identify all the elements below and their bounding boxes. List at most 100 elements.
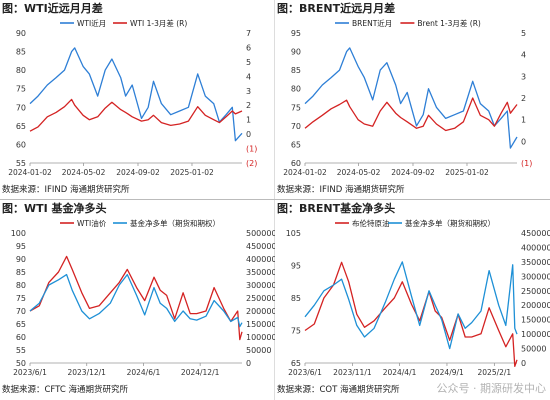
y-right-tick-label: 350000 <box>521 258 550 267</box>
chart-wti-spread: 55 60 65 70 75 80 85 90 (2) (1) 0 1 2 3 4 5 6 7 2024-01-02… <box>8 18 257 177</box>
y-left-tick-label: 80 <box>16 281 26 290</box>
series-line-1 <box>304 97 518 132</box>
y-right-tick-label: 50000 <box>521 345 546 354</box>
x-tick-label: 2024-01-02 <box>8 168 52 177</box>
chart-brent-fund: 65 75 85 95 105 0 50000 100000 150000 200000 25000… <box>286 218 550 377</box>
y-left-tick-label: 75 <box>16 294 26 303</box>
y-right-tick-label: 2 <box>521 94 526 103</box>
x-tick-label: 2024-05-02 <box>62 168 106 177</box>
y-right-tick-label: 150000 <box>246 320 275 329</box>
y-left-tick-label: 75 <box>291 103 301 112</box>
y-left-tick-label: 75 <box>291 327 301 336</box>
series-line-0 <box>29 255 243 341</box>
legend-label-1: Brent 1-3月差 (R) <box>417 18 481 28</box>
y-right-tick-label: (1) <box>246 145 257 154</box>
y-left-tick-label: 80 <box>16 66 26 75</box>
y-right-tick-label: 100000 <box>521 330 550 339</box>
y-left-tick-label: 65 <box>291 140 301 149</box>
x-tick-label: 2025/2/1 <box>478 368 512 377</box>
watermark: 公众号 · 期源研发中心 <box>436 382 547 395</box>
panel-title: 图：WTI近远月月差 <box>2 2 103 15</box>
y-right-tick-label: 5 <box>521 29 526 38</box>
x-tick-label: 2025-01-02 <box>445 168 489 177</box>
y-left-tick-label: 60 <box>291 159 301 168</box>
x-tick-label: 2024/9/1 <box>430 368 464 377</box>
legend-label-0: WTI近月 <box>77 18 106 28</box>
y-left-tick-label: 60 <box>16 333 26 342</box>
y-left-tick-label: 105 <box>286 229 301 238</box>
y-left-tick-label: 95 <box>291 262 301 271</box>
y-right-tick-label: 3 <box>521 72 526 81</box>
y-right-tick-label: 1 <box>246 116 251 125</box>
y-left-tick-label: 85 <box>16 268 26 277</box>
y-right-tick-label: 50000 <box>246 346 271 355</box>
panel-title: 图：WTI 基金净多头 <box>2 202 107 215</box>
y-right-tick-label: 7 <box>246 29 251 38</box>
y-left-tick-label: 55 <box>16 159 26 168</box>
series-line-0 <box>304 261 518 367</box>
panel-source: 数据来源：IFIND 海通期货研究所 <box>277 185 405 195</box>
y-left-tick-label: 70 <box>16 307 26 316</box>
legend-label-0: BRENT近月 <box>352 18 392 28</box>
y-left-tick-label: 65 <box>291 359 301 368</box>
series-line-1 <box>29 98 243 132</box>
y-right-tick-label: 4 <box>246 72 251 81</box>
x-tick-label: 2023/11/1 <box>333 368 372 377</box>
series-line-0 <box>304 47 518 149</box>
y-right-tick-label: 0 <box>246 130 251 139</box>
series-line-1 <box>304 261 518 350</box>
y-right-tick-label: 250000 <box>246 294 275 303</box>
y-left-tick-label: 100 <box>11 229 26 238</box>
x-tick-label: 2024-01-02 <box>283 168 327 177</box>
y-right-tick-label: 450000 <box>521 229 550 238</box>
y-left-tick-label: 95 <box>16 242 26 251</box>
legend-label-0: 布伦特原油 <box>352 218 390 228</box>
panel-title: 图：BRENT基金净多头 <box>277 202 396 215</box>
y-right-tick-label: 150000 <box>521 316 550 325</box>
y-left-tick-label: 70 <box>291 122 301 131</box>
y-right-tick-label: 2 <box>246 101 251 110</box>
y-right-tick-label: 5 <box>246 58 251 67</box>
y-right-tick-label: 0 <box>246 359 251 368</box>
y-left-tick-label: 90 <box>16 29 26 38</box>
chart-brent-spread: 60 65 70 75 80 85 90 95 (1) 0 1 2 3 4 5 2024-01-02 2024-… <box>283 18 532 177</box>
series-line-0 <box>29 47 243 142</box>
panel-brent-fund: 图：BRENT基金净多头 65 75 85 95 105 0 50000 100000 1500… <box>275 200 550 400</box>
y-right-tick-label: 300000 <box>521 272 550 281</box>
y-left-tick-label: 85 <box>291 66 301 75</box>
x-tick-label: 2024-09-02 <box>391 168 435 177</box>
x-tick-label: 2025-01-02 <box>170 168 214 177</box>
vertical-divider <box>274 0 275 400</box>
x-tick-label: 2024/6/1 <box>127 368 161 377</box>
y-right-tick-label: 450000 <box>246 242 275 251</box>
panel-source: 数据来源：IFIND 海通期货研究所 <box>2 185 130 195</box>
x-tick-label: 2024-05-02 <box>337 168 381 177</box>
legend-label-0: WTI油价 <box>77 218 107 228</box>
y-left-tick-label: 65 <box>16 122 26 131</box>
y-left-tick-label: 55 <box>16 346 26 355</box>
y-right-tick-label: 6 <box>246 43 251 52</box>
y-right-tick-label: 400000 <box>521 243 550 252</box>
y-right-tick-label: 350000 <box>246 268 275 277</box>
horizontal-divider <box>0 199 550 200</box>
y-left-tick-label: 95 <box>291 29 301 38</box>
y-right-tick-label: 3 <box>246 87 251 96</box>
panel-brent-spread: 图：BRENT近远月月差 60 65 70 75 80 85 90 95 (1) 0 1 2 3 4 5 20… <box>275 0 550 200</box>
panel-source: 数据来源：CFTC 海通期货研究所 <box>2 385 129 395</box>
panel-wti-spread: 图：WTI近远月月差 55 60 65 70 75 80 85 90 (2) (1) 0 1 2 3 4 5 6… <box>0 0 275 200</box>
x-tick-label: 2024-09-02 <box>116 168 160 177</box>
x-tick-label: 2024/12/1 <box>181 368 220 377</box>
x-tick-label: 2023/6/1 <box>288 368 322 377</box>
x-tick-label: 2023/6/1 <box>13 368 47 377</box>
y-right-tick-label: 0 <box>521 359 526 368</box>
y-left-tick-label: 70 <box>16 103 26 112</box>
y-right-tick-label: 400000 <box>246 255 275 264</box>
y-left-tick-label: 60 <box>16 140 26 149</box>
y-left-tick-label: 85 <box>16 48 26 57</box>
y-left-tick-label: 90 <box>16 255 26 264</box>
panel-title: 图：BRENT近远月月差 <box>277 2 396 15</box>
y-right-tick-label: 300000 <box>246 281 275 290</box>
y-left-tick-label: 50 <box>16 359 26 368</box>
x-tick-label: 2023/12/1 <box>67 368 106 377</box>
x-tick-label: 2024/4/1 <box>383 368 417 377</box>
